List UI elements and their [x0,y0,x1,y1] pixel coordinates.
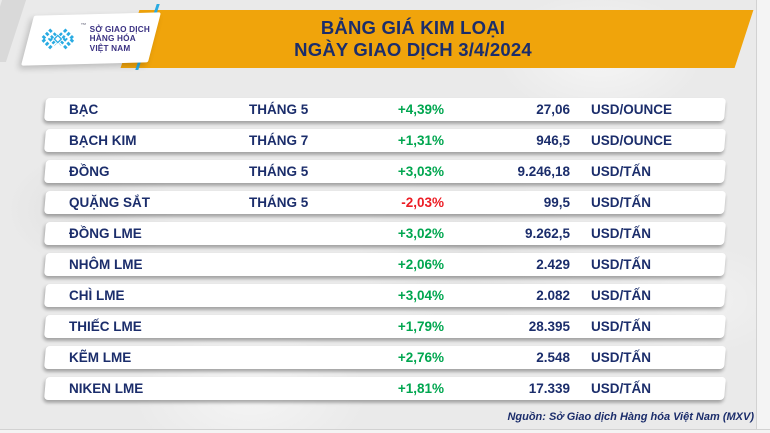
price-value: 9.246,18 [517,164,570,179]
contract-month: THÁNG 7 [249,133,309,148]
price-value: 17.339 [528,381,570,396]
price-unit: USD/TẤN [591,381,651,396]
commodity-name: ĐỒNG LME [69,226,142,241]
table-row: QUẶNG SẮT THÁNG 5 -2,03% 99,5 USD/TẤN [43,191,727,214]
change-percent: +3,04% [397,288,444,303]
price-value: 2.429 [536,257,570,272]
commodity-name: CHÌ LME [69,288,125,303]
change-percent: -2,03% [401,195,444,210]
table-row: NIKEN LME +1,81% 17.339 USD/TẤN [43,377,727,400]
change-percent: +1,31% [397,133,444,148]
mxv-logo-panel: ™ SỞ GIAO DỊCH HÀNG HÓA VIỆT NAM [21,12,161,66]
trademark-symbol: ™ [80,23,87,29]
change-percent: +4,39% [397,102,444,117]
table-row: BẠCH KIM THÁNG 7 +1,31% 946,5 USD/OUNCE [43,129,727,152]
page-edge-bottom [0,429,770,433]
commodity-name: BẠC [69,102,99,117]
price-table: BẠC THÁNG 5 +4,39% 27,06 USD/OUNCE BẠCH KIM TH… [43,98,727,408]
price-value: 2.548 [536,350,570,365]
price-unit: USD/TẤN [591,350,651,365]
commodity-name: ĐỒNG [69,164,110,179]
logo-line-1: SỞ GIAO DỊCH [89,24,150,34]
table-row: ĐỒNG LME +3,02% 9.262,5 USD/TẤN [43,222,727,245]
commodity-name: KẼM LME [69,350,132,365]
change-percent: +3,02% [397,226,444,241]
table-row: CHÌ LME +3,04% 2.082 USD/TẤN [43,284,727,307]
price-value: 2.082 [536,288,570,303]
price-unit: USD/TẤN [591,164,651,179]
commodity-name: THIẾC LME [69,319,142,334]
page-title-line-2: NGÀY GIAO DỊCH 3/4/2024 [294,39,532,60]
price-value: 27,06 [536,102,570,117]
change-percent: +3,03% [397,164,444,179]
table-row: NHÔM LME +2,06% 2.429 USD/TẤN [43,253,727,276]
price-unit: USD/TẤN [591,226,651,241]
mxv-logo: ™ SỞ GIAO DỊCH HÀNG HÓA VIỆT NAM [28,14,154,64]
price-unit: USD/TẤN [591,319,651,334]
contract-month: THÁNG 5 [249,195,309,210]
change-percent: +1,79% [397,319,444,334]
commodity-name: NHÔM LME [69,257,143,272]
page-title-line-1: BẢNG GIÁ KIM LOẠI [320,17,506,38]
price-value: 99,5 [543,195,570,210]
price-unit: USD/TẤN [591,195,651,210]
commodity-name: NIKEN LME [69,381,144,396]
commodity-name: QUẶNG SẮT [69,195,150,210]
price-unit: USD/TẤN [591,288,651,303]
price-value: 9.262,5 [524,226,570,241]
logo-wordmark: SỞ GIAO DỊCH HÀNG HÓA VIỆT NAM [90,25,150,54]
page-title: BẢNG GIÁ KIM LOẠI NGÀY GIAO DỊCH 3/4/202… [263,17,563,61]
logo-line-2: HÀNG HÓA [89,34,136,44]
price-value: 946,5 [536,133,570,148]
logo-line-3: VIỆT NAM [89,43,131,53]
change-percent: +2,76% [397,350,444,365]
change-percent: +2,06% [397,257,444,272]
price-unit: USD/TẤN [591,257,651,272]
contract-month: THÁNG 5 [249,164,309,179]
background-wedge [0,0,27,62]
table-row: BẠC THÁNG 5 +4,39% 27,06 USD/OUNCE [43,98,727,121]
page-edge-right [756,0,770,433]
source-note: Nguồn: Sở Giao dịch Hàng hóa Việt Nam (M… [507,411,754,423]
contract-month: THÁNG 5 [249,102,309,117]
mxv-emblem-icon [39,28,76,50]
table-row: THIẾC LME +1,79% 28.395 USD/TẤN [43,315,727,338]
price-unit: USD/OUNCE [591,133,673,148]
commodity-name: BẠCH KIM [69,133,137,148]
table-row: ĐỒNG THÁNG 5 +3,03% 9.246,18 USD/TẤN [43,160,727,183]
price-value: 28.395 [528,319,570,334]
change-percent: +1,81% [397,381,444,396]
table-row: KẼM LME +2,76% 2.548 USD/TẤN [43,346,727,369]
price-unit: USD/OUNCE [591,102,673,117]
